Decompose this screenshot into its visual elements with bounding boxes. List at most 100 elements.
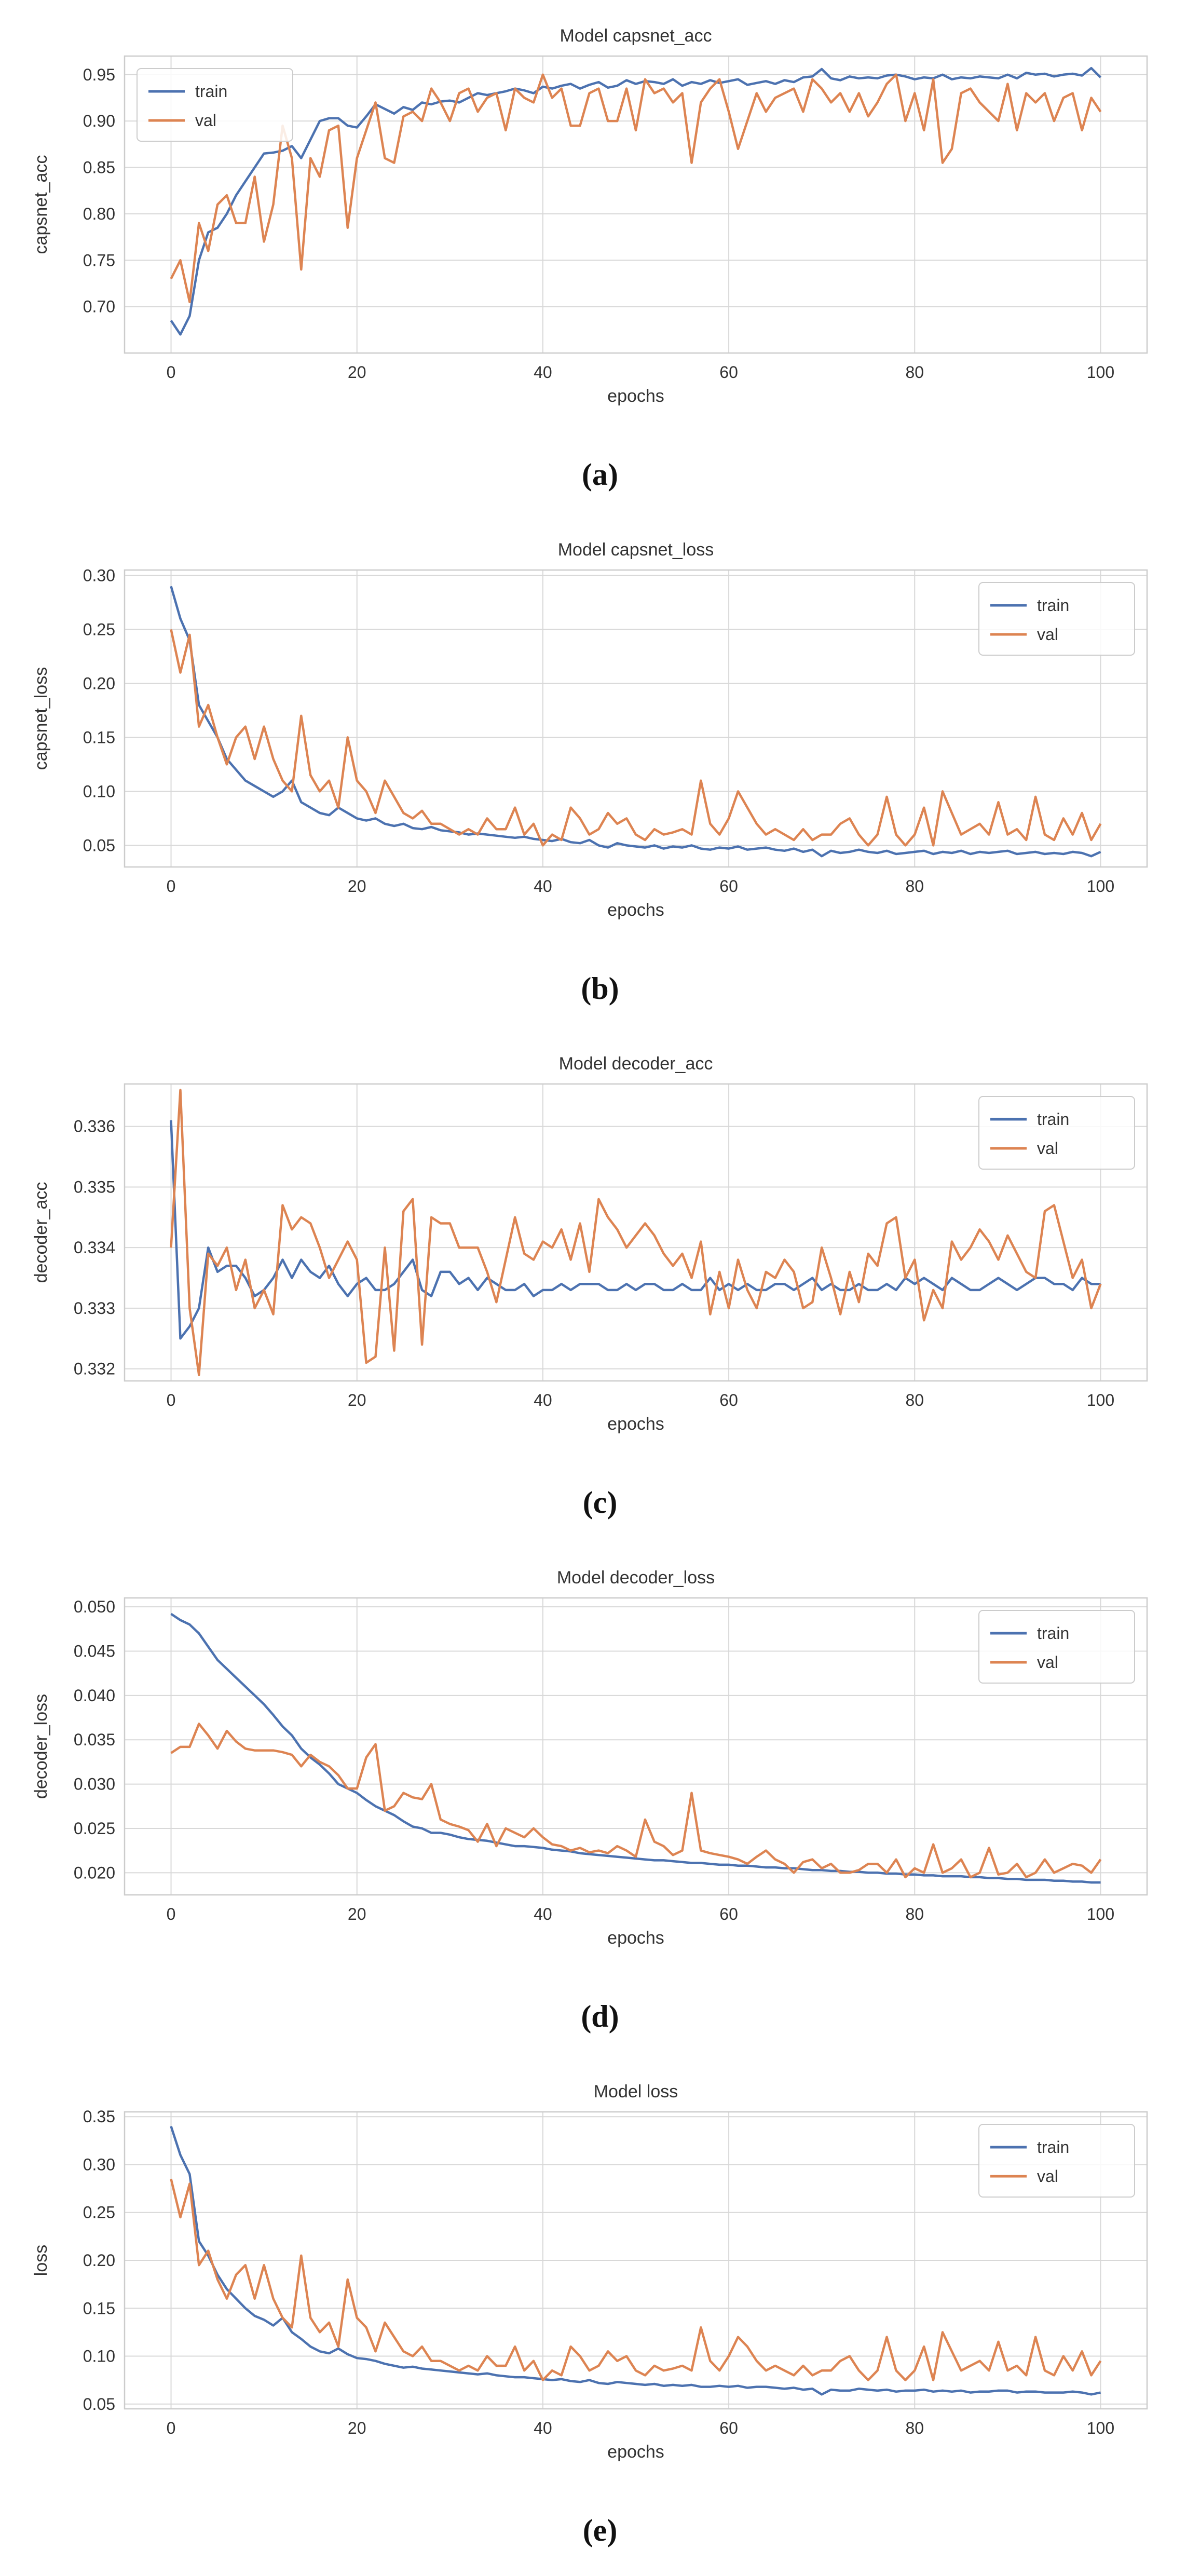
legend: train val	[978, 1096, 1135, 1170]
plot-frame	[124, 569, 1148, 868]
x-tick-label: 0	[167, 1391, 176, 1409]
y-axis-label: loss	[31, 2245, 51, 2276]
legend: train val	[978, 2124, 1135, 2198]
x-tick-label: 60	[719, 1391, 738, 1409]
x-tick-label: 100	[1087, 1391, 1114, 1409]
x-tick-label: 40	[534, 1391, 552, 1409]
x-tick-label: 60	[719, 363, 738, 382]
x-tick-label: 40	[534, 1905, 552, 1923]
x-tick-label: 80	[905, 1905, 924, 1923]
x-tick-label: 100	[1087, 1905, 1114, 1923]
series-line-val	[170, 1089, 1102, 1376]
series-line-train	[170, 1612, 1101, 1884]
caption-a: (a)	[582, 457, 618, 492]
y-tick-label: 0.336	[74, 1117, 115, 1136]
y-tick-label: 0.020	[74, 1863, 115, 1882]
panel-decoder-loss: Model decoder_loss 0 20 40 60 80 100 0.020 0.025…	[0, 1542, 1200, 2056]
chart-decoder-loss: Model decoder_loss 0 20 40 60 80 100 0.020 0.025…	[31, 1568, 1148, 1948]
y-tick-label: 0.35	[83, 2107, 115, 2126]
x-axis-label: epochs	[607, 900, 664, 920]
plot-frame	[124, 1083, 1148, 1382]
panel-loss: Model loss 0 20 40 60 80 100 0.05 0.10 0.15 0.20 0.…	[0, 2056, 1200, 2576]
y-tick-label: 0.332	[74, 1360, 115, 1378]
legend-box	[137, 68, 293, 142]
y-tick-label: 0.25	[83, 2203, 115, 2222]
legend-label-train: train	[1037, 2138, 1069, 2157]
x-axis-label: epochs	[607, 1414, 664, 1434]
caption-e: (e)	[582, 2513, 618, 2547]
series-line-train	[170, 66, 1102, 336]
series-line-val	[170, 1723, 1102, 1879]
x-tick-label: 0	[167, 1905, 176, 1923]
y-tick-label: 0.15	[83, 2299, 115, 2317]
x-tick-label: 80	[905, 877, 924, 896]
chart-decoder-acc: Model decoder_acc 0 20 40 60 80 100 0.332 0.333 0…	[31, 1054, 1148, 1434]
y-tick-label: 0.95	[83, 65, 115, 84]
series-line-val	[170, 2178, 1102, 2381]
legend-box	[978, 1096, 1135, 1170]
legend-label-train: train	[1037, 1110, 1069, 1129]
x-tick-label: 60	[719, 877, 738, 896]
caption-d: (d)	[581, 1999, 619, 2033]
legend-box	[978, 582, 1135, 656]
y-tick-label: 0.75	[83, 251, 115, 269]
y-tick-label: 0.20	[83, 2251, 115, 2270]
x-tick-label: 60	[719, 1905, 738, 1923]
chart-title: Model decoder_loss	[557, 1568, 715, 1588]
y-tick-label: 0.05	[83, 836, 115, 855]
y-tick-label: 0.050	[74, 1597, 115, 1616]
x-tick-label: 80	[905, 363, 924, 382]
chart-title: Model capsnet_acc	[560, 26, 712, 46]
caption-c: (c)	[582, 1485, 618, 1520]
legend-label-val: val	[195, 111, 216, 130]
series-line-train	[170, 2126, 1101, 2396]
series-line-train	[170, 1120, 1101, 1340]
legend-label-val: val	[1037, 2167, 1058, 2186]
y-tick-label: 0.85	[83, 158, 115, 177]
chart-capsnet-loss: Model capsnet_loss 0 20 40 60 80 100 0.05 0.10 0.…	[31, 540, 1148, 920]
x-tick-label: 20	[348, 1905, 366, 1923]
x-tick-label: 0	[167, 363, 176, 382]
series-line-train	[170, 586, 1101, 858]
y-tick-label: 0.334	[74, 1238, 115, 1257]
legend-label-train: train	[195, 82, 227, 101]
x-tick-label: 40	[534, 877, 552, 896]
legend-label-val: val	[1037, 625, 1058, 644]
x-tick-label: 20	[348, 877, 366, 896]
legend-label-train: train	[1037, 1624, 1069, 1643]
y-tick-label: 0.10	[83, 2347, 115, 2366]
y-tick-label: 0.030	[74, 1775, 115, 1794]
y-axis-label: capsnet_acc	[31, 155, 51, 254]
y-tick-label: 0.10	[83, 782, 115, 801]
legend-label-val: val	[1037, 1653, 1058, 1672]
legend: train val	[137, 68, 293, 142]
x-tick-label: 20	[348, 1391, 366, 1409]
y-tick-label: 0.30	[83, 2155, 115, 2174]
x-tick-label: 0	[167, 2419, 176, 2437]
y-tick-label: 0.045	[74, 1642, 115, 1660]
plot-frame	[124, 55, 1148, 354]
y-tick-label: 0.040	[74, 1686, 115, 1705]
x-tick-label: 100	[1087, 2419, 1114, 2437]
caption-b: (b)	[581, 971, 619, 1006]
y-tick-label: 0.70	[83, 297, 115, 316]
x-tick-label: 40	[534, 363, 552, 382]
y-axis-label: decoder_loss	[31, 1694, 51, 1799]
y-tick-label: 0.90	[83, 112, 115, 130]
panel-capsnet-acc: Model capsnet_acc 0 20 40 60 80 100 0.70 0.75 0.8…	[0, 0, 1200, 514]
series-line-val	[170, 629, 1102, 847]
x-axis-label: epochs	[607, 386, 664, 406]
y-tick-label: 0.15	[83, 728, 115, 747]
legend: train val	[978, 1610, 1135, 1684]
legend-label-train: train	[1037, 596, 1069, 615]
y-tick-label: 0.05	[83, 2395, 115, 2414]
y-tick-label: 0.335	[74, 1177, 115, 1196]
plot-frame	[124, 2111, 1148, 2410]
x-tick-label: 0	[167, 877, 176, 896]
legend-box	[978, 1610, 1135, 1684]
x-tick-label: 100	[1087, 877, 1114, 896]
panel-decoder-acc: Model decoder_acc 0 20 40 60 80 100 0.332 0.333 0…	[0, 1028, 1200, 1542]
y-tick-label: 0.025	[74, 1819, 115, 1838]
x-tick-label: 20	[348, 2419, 366, 2437]
chart-title: Model capsnet_loss	[558, 540, 714, 560]
